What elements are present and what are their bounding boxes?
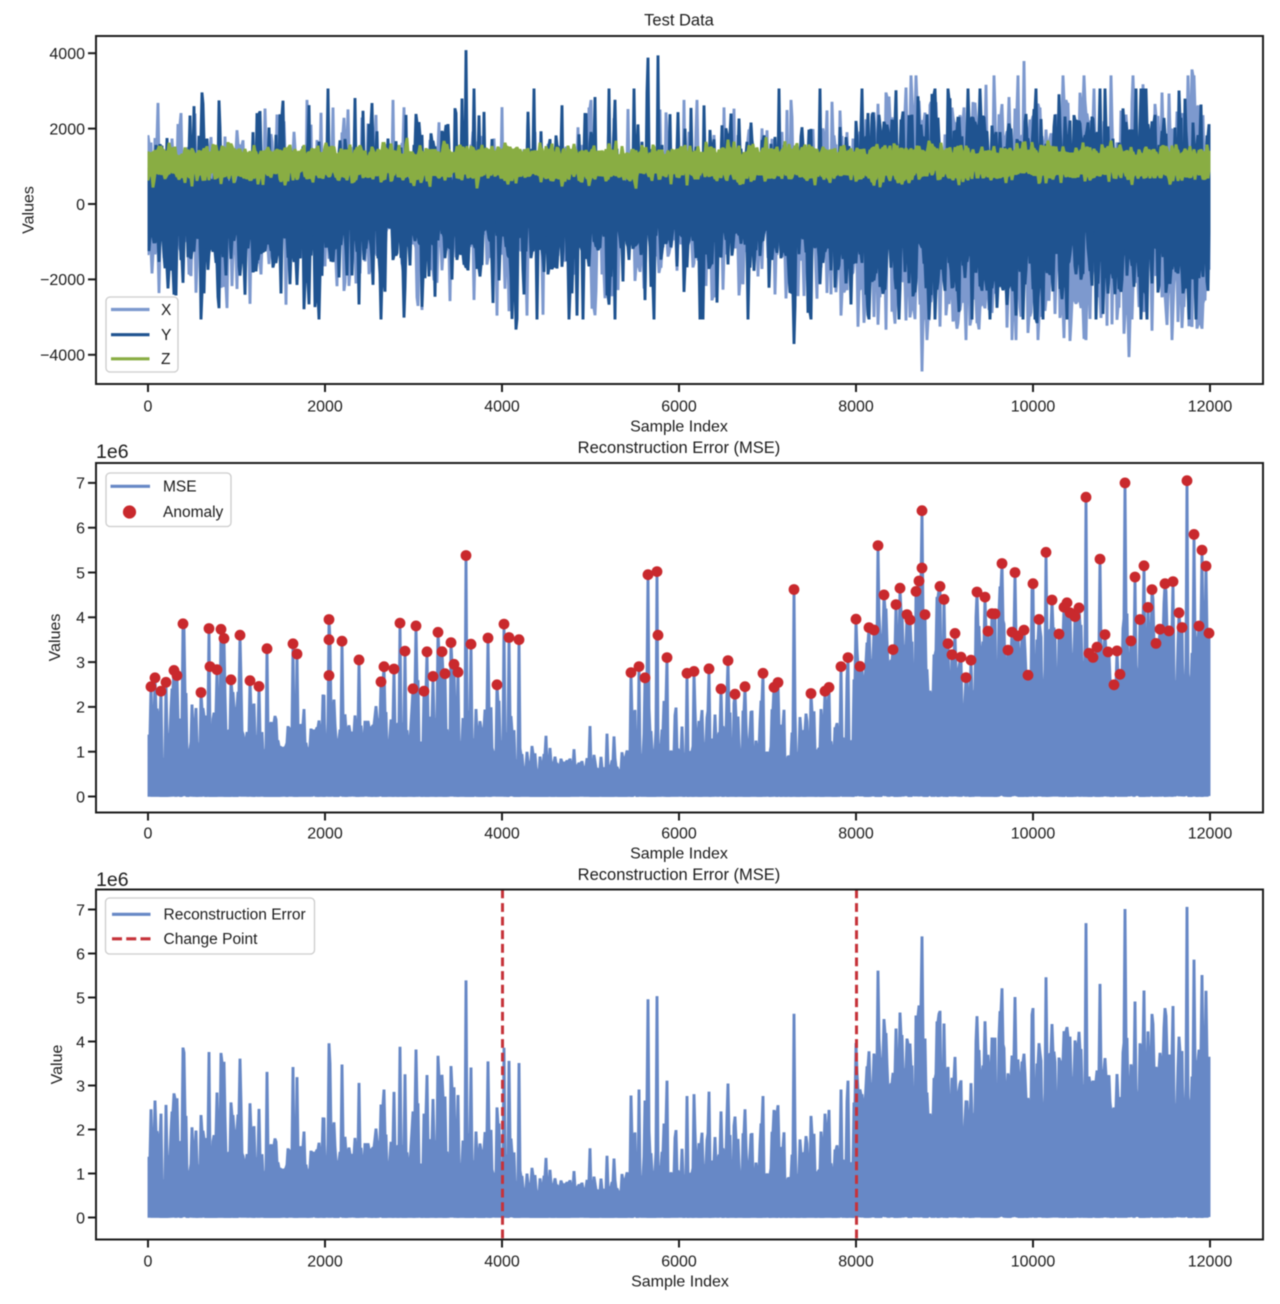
svg-text:3: 3 (76, 1078, 85, 1095)
svg-text:Reconstruction Error (MSE): Reconstruction Error (MSE) (578, 866, 781, 884)
svg-text:0: 0 (144, 825, 153, 842)
svg-text:1: 1 (76, 745, 85, 762)
svg-text:0: 0 (76, 1210, 85, 1227)
svg-text:12000: 12000 (1188, 398, 1233, 415)
svg-text:2000: 2000 (307, 1254, 343, 1271)
svg-text:Values: Values (47, 614, 64, 662)
svg-text:6000: 6000 (661, 1254, 697, 1271)
svg-text:2: 2 (76, 700, 85, 717)
svg-text:2: 2 (76, 1122, 85, 1139)
svg-text:6000: 6000 (661, 398, 697, 415)
svg-text:Z: Z (161, 351, 170, 368)
svg-text:0: 0 (144, 398, 153, 415)
svg-text:1: 1 (76, 1166, 85, 1183)
svg-text:4000: 4000 (484, 1254, 520, 1271)
svg-text:6000: 6000 (661, 825, 697, 842)
svg-text:2000: 2000 (49, 121, 85, 138)
svg-text:6: 6 (76, 521, 85, 538)
svg-text:MSE: MSE (163, 478, 197, 495)
svg-text:Sample Index: Sample Index (630, 846, 728, 863)
svg-text:10000: 10000 (1011, 1254, 1056, 1271)
svg-text:5: 5 (76, 565, 85, 582)
svg-text:0: 0 (144, 1254, 153, 1271)
svg-text:Test Data: Test Data (644, 12, 715, 30)
svg-text:0: 0 (76, 789, 85, 806)
svg-text:3: 3 (76, 655, 85, 672)
svg-text:10000: 10000 (1011, 825, 1056, 842)
svg-text:4000: 4000 (484, 398, 520, 415)
svg-text:−4000: −4000 (40, 348, 85, 365)
svg-text:1e6: 1e6 (96, 869, 129, 891)
svg-text:8000: 8000 (838, 1254, 874, 1271)
svg-text:8000: 8000 (838, 825, 874, 842)
svg-text:Sample Index: Sample Index (631, 1274, 729, 1291)
svg-text:Value: Value (49, 1045, 66, 1085)
svg-text:0: 0 (76, 197, 85, 214)
svg-text:4000: 4000 (484, 825, 520, 842)
svg-text:10000: 10000 (1011, 398, 1056, 415)
svg-text:7: 7 (76, 476, 85, 493)
svg-text:4: 4 (76, 1034, 85, 1051)
svg-text:Reconstruction Error (MSE): Reconstruction Error (MSE) (578, 439, 781, 457)
svg-text:Values: Values (21, 186, 38, 234)
svg-text:6: 6 (76, 946, 85, 963)
svg-text:4000: 4000 (49, 46, 85, 63)
svg-text:X: X (161, 302, 172, 319)
svg-text:2000: 2000 (307, 825, 343, 842)
svg-text:Change Point: Change Point (164, 931, 259, 948)
svg-text:2000: 2000 (307, 398, 343, 415)
svg-text:12000: 12000 (1188, 825, 1233, 842)
svg-text:Y: Y (161, 327, 171, 344)
svg-text:7: 7 (76, 902, 85, 919)
svg-text:8000: 8000 (838, 398, 874, 415)
svg-text:Reconstruction Error: Reconstruction Error (164, 906, 306, 923)
svg-text:Anomaly: Anomaly (163, 504, 224, 521)
svg-text:−2000: −2000 (40, 272, 85, 289)
svg-text:12000: 12000 (1188, 1254, 1233, 1271)
svg-text:4: 4 (76, 610, 85, 627)
svg-text:5: 5 (76, 990, 85, 1007)
svg-text:Sample Index: Sample Index (630, 419, 728, 436)
svg-text:1e6: 1e6 (96, 441, 129, 463)
